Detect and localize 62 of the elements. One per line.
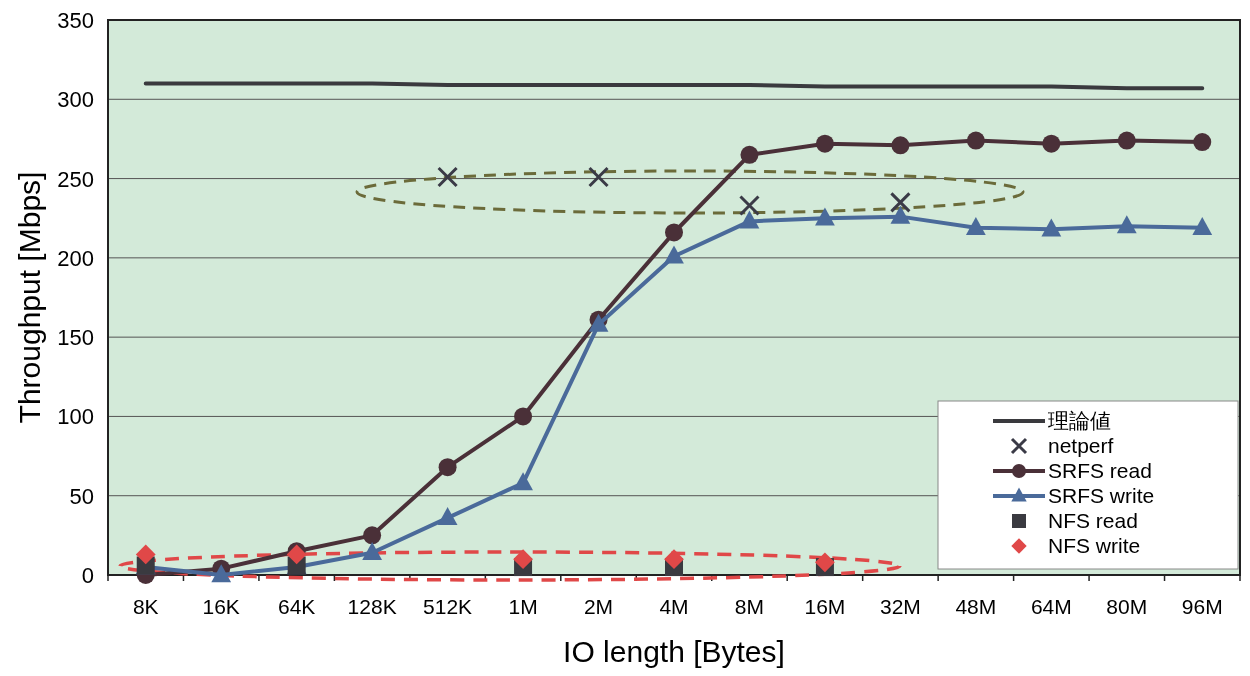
x-tick-label: 2M <box>583 595 614 618</box>
x-tick-label: 64K <box>277 595 316 618</box>
point <box>891 136 910 155</box>
x-tick-label: 80M <box>1106 595 1148 618</box>
x-tick-label: 64M <box>1030 595 1072 618</box>
point <box>665 223 683 242</box>
point <box>739 210 760 229</box>
y-tick-label: 0 <box>81 563 94 588</box>
point <box>363 526 382 545</box>
x-tick-label: 4M <box>659 595 689 618</box>
x-tick-label: 1M <box>508 595 538 618</box>
point <box>1117 131 1136 150</box>
point <box>889 191 911 213</box>
x-tick-label: 48M <box>955 595 997 618</box>
y-tick-label: 300 <box>57 87 94 113</box>
legend-label: NFS write <box>1048 534 1141 557</box>
point <box>438 458 457 477</box>
x-tick-label: 512K <box>423 595 473 618</box>
y-tick-label: 200 <box>57 245 94 271</box>
x-tick-label: 16K <box>202 595 240 618</box>
point <box>135 544 156 565</box>
point <box>211 564 232 583</box>
legend-label: NFS read <box>1048 509 1138 532</box>
point <box>1116 215 1137 234</box>
y-tick-label: 250 <box>57 166 94 192</box>
y-axis-title: Throughput [Mbps] <box>13 171 46 424</box>
legend-label: SRFS read <box>1048 459 1152 482</box>
y-tick-label: 100 <box>57 404 94 430</box>
point <box>740 145 759 164</box>
x-tick-label: 32M <box>879 595 921 618</box>
point <box>890 205 911 224</box>
point <box>965 216 986 235</box>
point <box>513 549 533 570</box>
x-tick-label: 8K <box>132 595 159 618</box>
point <box>514 407 533 426</box>
point <box>1192 216 1213 235</box>
legend-label: 理論値 <box>1048 409 1111 432</box>
point <box>664 549 684 570</box>
x-tick-label: 96M <box>1181 595 1223 618</box>
point <box>966 131 985 150</box>
y-tick-label: 150 <box>57 325 94 351</box>
point <box>1042 134 1061 153</box>
point <box>437 507 458 526</box>
legend-label: netperf <box>1048 434 1114 457</box>
legend-label: SRFS write <box>1048 484 1155 507</box>
point <box>815 207 835 226</box>
point <box>1193 133 1212 152</box>
point <box>513 472 533 491</box>
x-tick-label: 16M <box>804 595 846 618</box>
point <box>1041 218 1062 237</box>
point <box>437 166 459 188</box>
y-tick-label: 350 <box>57 8 94 33</box>
point <box>815 134 834 153</box>
y-tick-label: 50 <box>69 483 94 509</box>
x-tick-label: 8M <box>734 595 765 618</box>
point <box>362 542 383 560</box>
x-tick-label: 128K <box>347 595 397 618</box>
point <box>664 245 684 264</box>
point <box>588 166 610 188</box>
point <box>738 195 760 217</box>
x-axis-title: IO length [Bytes] <box>563 635 785 668</box>
point <box>815 552 835 573</box>
